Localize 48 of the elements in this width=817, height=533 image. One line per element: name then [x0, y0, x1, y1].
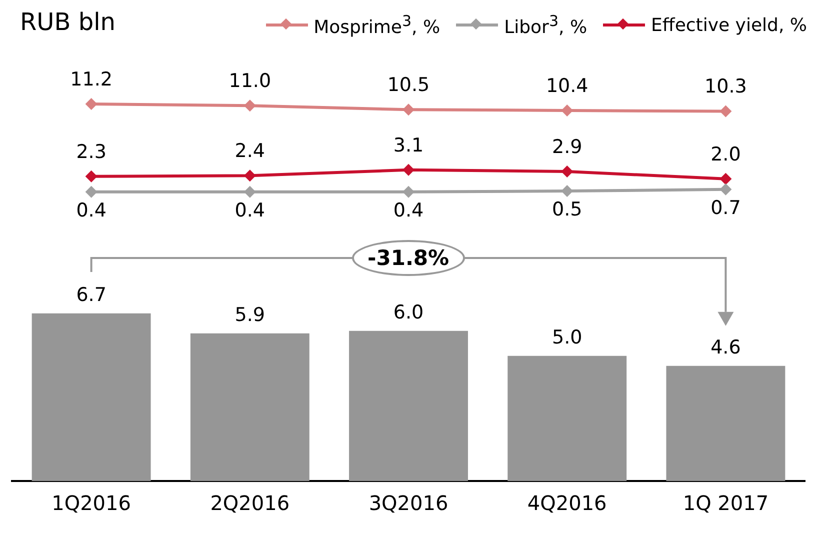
data-label: 10.5: [387, 74, 430, 96]
legend-label: Effective yield, %: [651, 14, 807, 36]
bar: [666, 366, 786, 481]
data-label: 3.1: [393, 134, 424, 156]
data-label: 10.3: [704, 76, 747, 98]
data-label: 4.6: [710, 336, 741, 358]
data-label: 11.2: [70, 68, 112, 90]
bar: [190, 333, 310, 481]
point: [402, 164, 414, 176]
point: [720, 105, 732, 118]
point: [402, 186, 414, 198]
point: [85, 170, 98, 182]
point: [561, 166, 574, 178]
data-label: 6.0: [393, 301, 424, 324]
point: [720, 172, 732, 185]
point: [720, 183, 732, 196]
data-label: 0.5: [552, 198, 582, 220]
point: [244, 170, 256, 182]
data-label: 6.7: [76, 284, 106, 306]
data-label: 2.4: [234, 140, 266, 162]
data-label: 2.3: [76, 140, 106, 163]
data-label: 5.9: [234, 304, 266, 326]
data-label: 2.0: [710, 143, 741, 166]
bar: [349, 330, 468, 481]
x-tick-label: 3Q2016: [368, 491, 448, 516]
legend-label: Mosprime$^{3}$, %: [314, 12, 440, 38]
data-label: 10.4: [546, 74, 588, 97]
data-label: 0.4: [393, 199, 424, 222]
x-tick-label: 1Q2016: [52, 491, 131, 516]
point: [402, 104, 414, 116]
x-tick-label: 2Q2016: [210, 491, 290, 516]
bar: [32, 313, 151, 481]
point: [244, 186, 256, 198]
bar: [508, 356, 627, 481]
data-label: 2.9: [552, 136, 582, 158]
point: [244, 100, 256, 112]
data-label: 0.4: [234, 199, 266, 222]
text: -31.8%: [352, 240, 466, 276]
text: RUB bln: [20, 8, 116, 36]
data-label: 11.0: [228, 70, 272, 92]
legend-label: Libor$^{3}$, %: [504, 12, 588, 38]
data-label: 5.0: [552, 326, 582, 348]
x-tick-label: 1Q 2017: [682, 491, 769, 516]
point: [85, 186, 98, 198]
data-label: 0.4: [76, 199, 106, 222]
x-tick-label: 4Q2016: [527, 491, 607, 516]
point: [85, 98, 98, 110]
data-label: 0.7: [710, 196, 741, 219]
